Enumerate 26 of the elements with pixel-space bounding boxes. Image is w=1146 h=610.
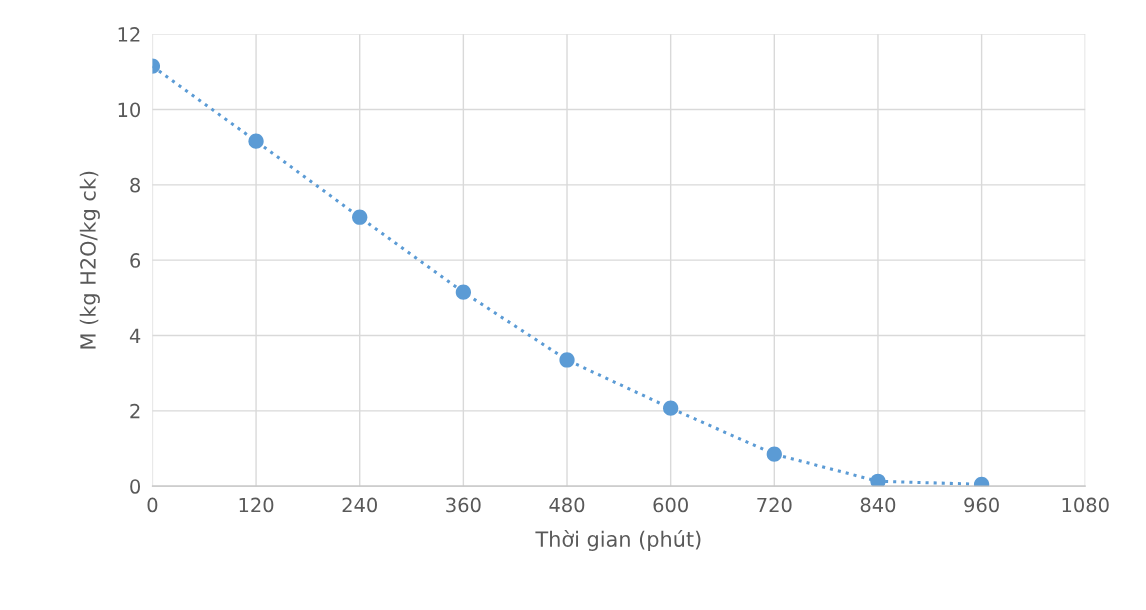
x-tick-label: 480: [549, 497, 585, 513]
point: [248, 133, 264, 149]
y-tick-label: 2: [130, 403, 140, 419]
point: [766, 446, 782, 462]
x-tick-label: 0: [147, 497, 158, 513]
y-tick-label: 8: [130, 177, 140, 193]
x-tick-label: 960: [964, 497, 999, 513]
y-tick-label: 4: [129, 328, 141, 343]
point: [559, 352, 575, 368]
point: [870, 473, 886, 487]
x-tick-label: 240: [342, 497, 377, 513]
x-tick-label: 120: [239, 497, 274, 513]
y-tick-label: 12: [118, 27, 140, 42]
point: [455, 284, 472, 300]
x-tick-label: 720: [757, 497, 792, 513]
y-tick-label: 0: [130, 479, 141, 494]
y-tick-label: 6: [130, 253, 141, 268]
x-axis-title: Thời gian (phút): [535, 529, 701, 551]
x-tick-label: 1080: [1062, 497, 1109, 513]
x-tick-label: 600: [653, 497, 688, 513]
y-tick-label: 10: [118, 102, 141, 118]
point: [663, 400, 679, 416]
x-tick-label: 840: [860, 497, 896, 513]
y-axis-title: M (kg H2O/kg ck): [79, 171, 100, 349]
x-tick-label: 360: [446, 497, 481, 513]
point: [352, 209, 368, 225]
